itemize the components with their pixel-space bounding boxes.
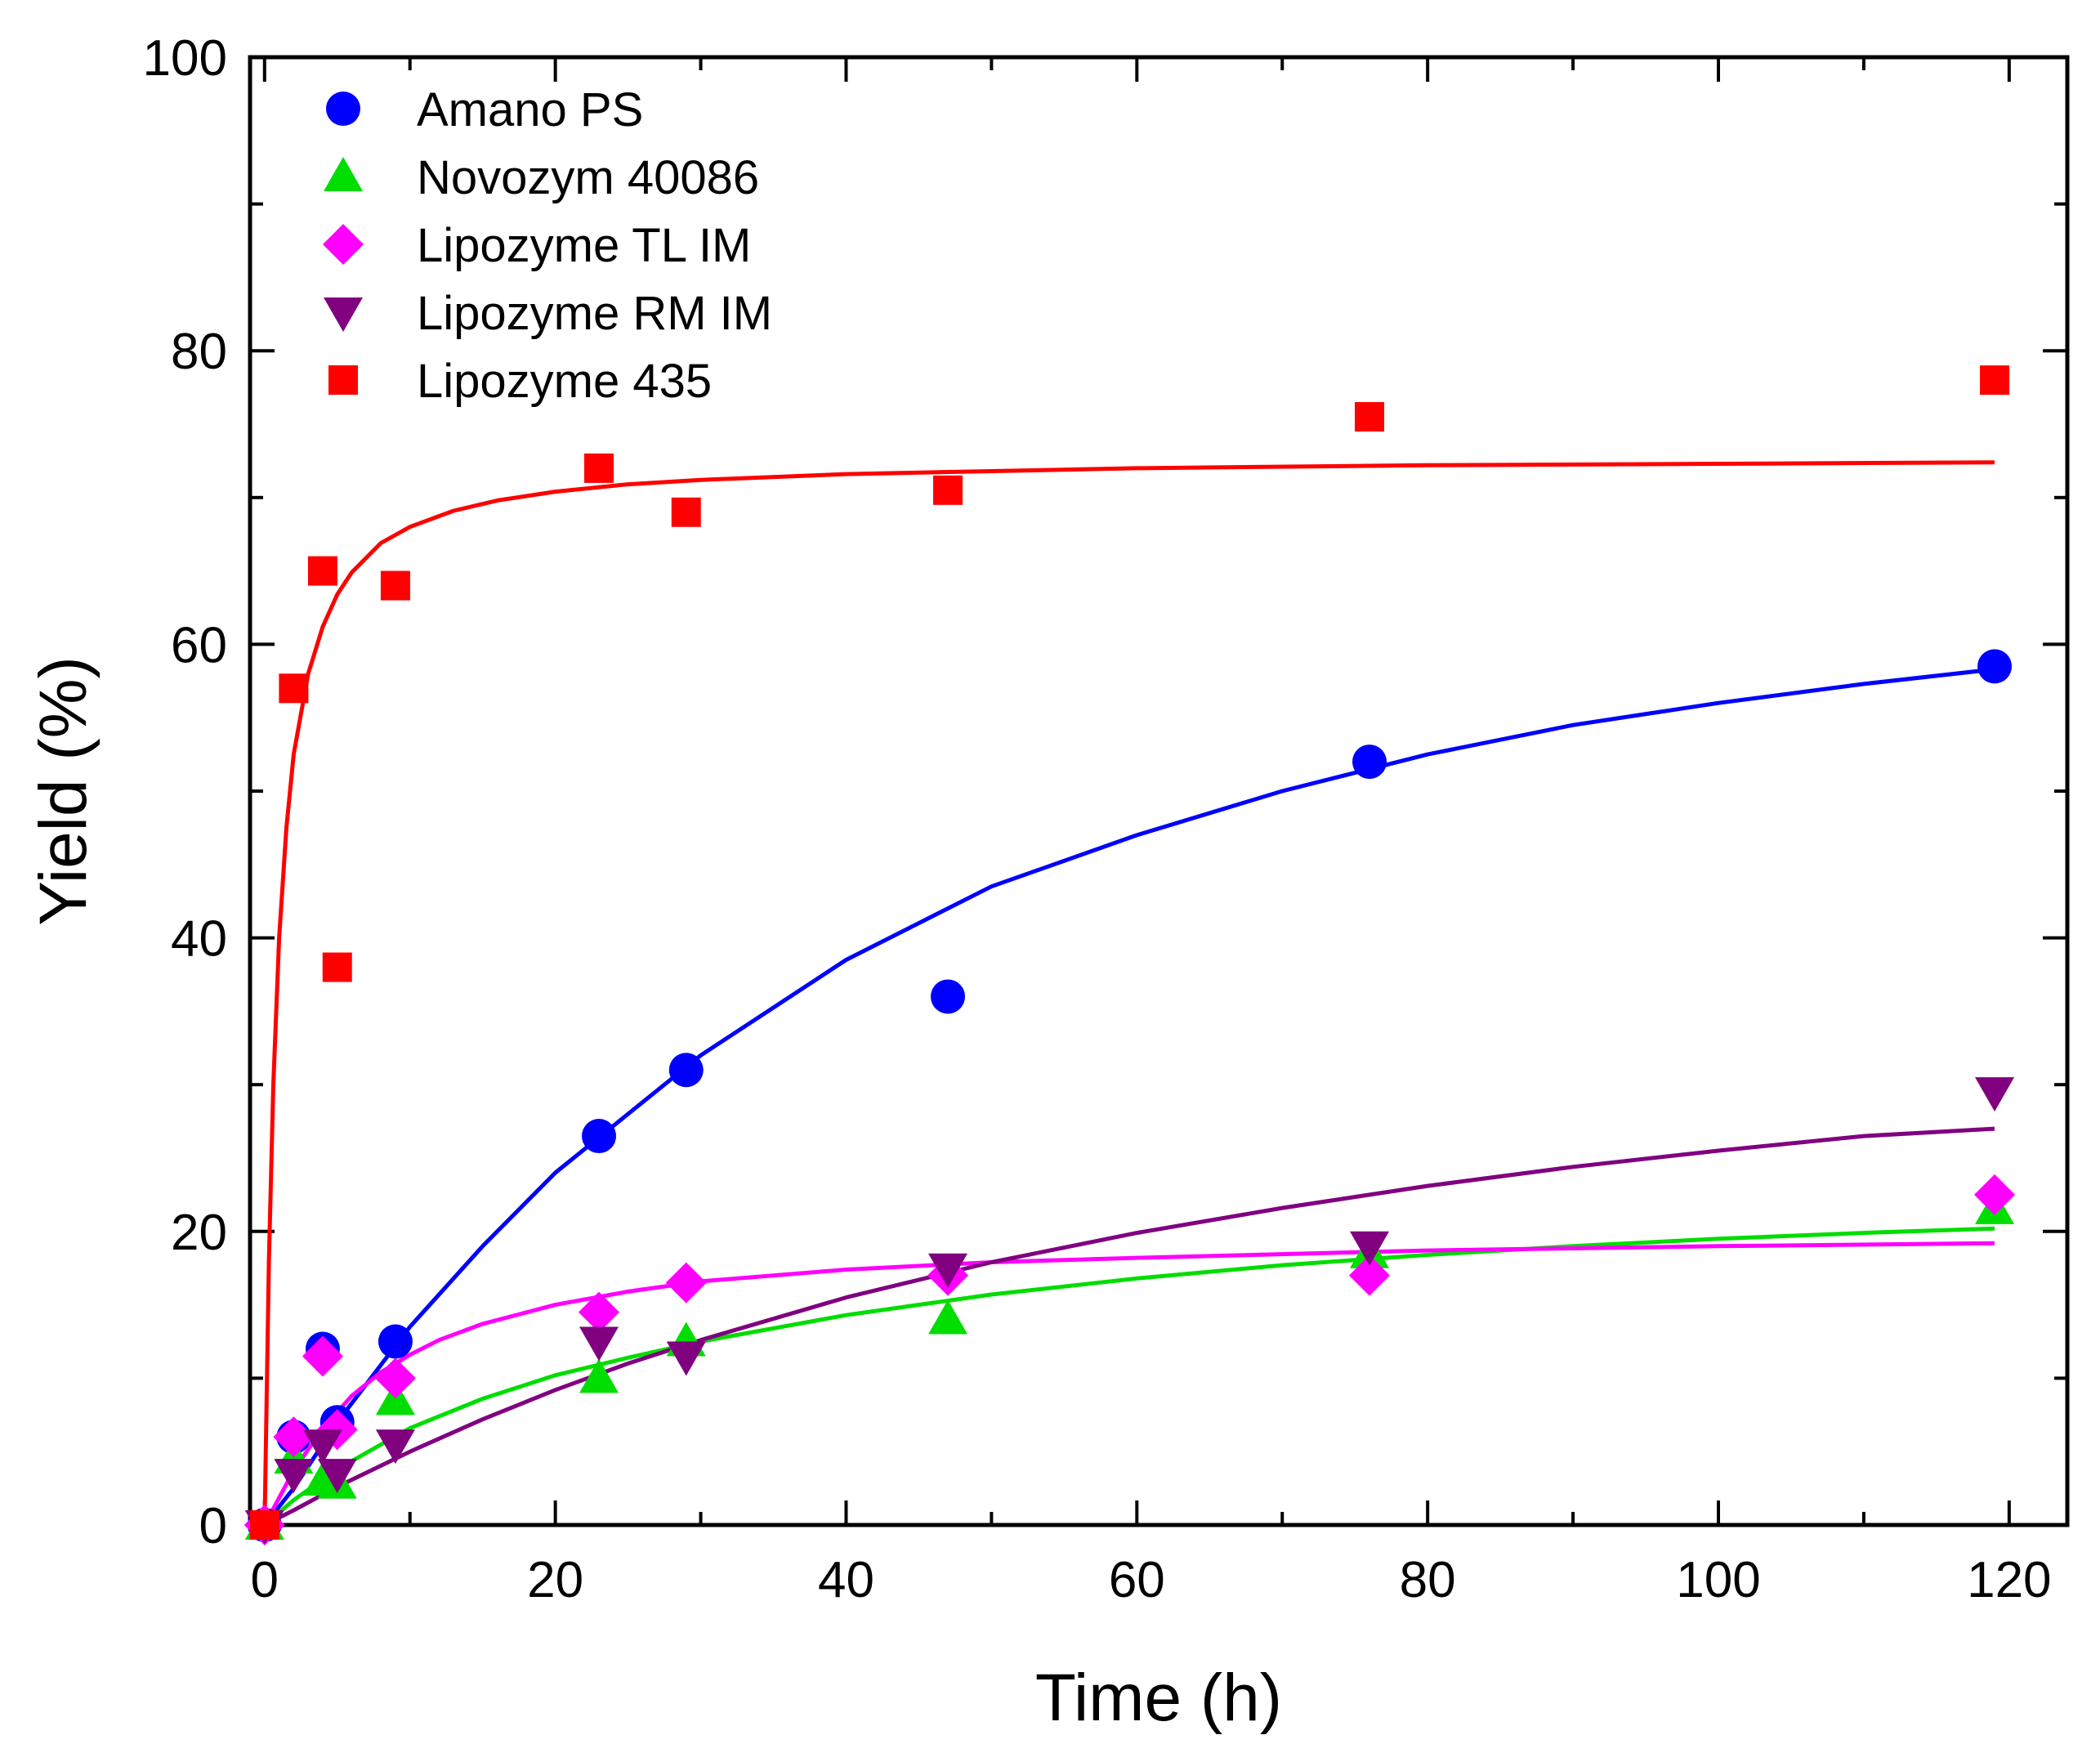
fit-curve-2 (263, 1226, 1995, 1527)
data-point-s3 (1974, 1174, 2016, 1215)
y-tick-label: 0 (199, 1498, 227, 1554)
data-point-s3 (302, 1335, 343, 1377)
legend-marker (323, 224, 364, 265)
x-tick-label: 100 (1676, 1552, 1760, 1608)
legend-marker (324, 297, 363, 332)
fit-curve-5 (262, 460, 1995, 1526)
legend-label: Lipozyme 435 (417, 355, 712, 408)
data-point-s3 (273, 1416, 315, 1458)
axes: 0 20 40 60 80 100 120 0 20 40 60 80 100 (143, 30, 2067, 1608)
data-point-s1 (931, 979, 966, 1014)
data-point-s4 (666, 1341, 706, 1376)
data-point-s1 (378, 1324, 413, 1359)
plot-frame (248, 55, 2070, 1527)
legend-marker (328, 365, 358, 395)
x-tick-label: 60 (1109, 1552, 1165, 1608)
legend-marker (324, 157, 363, 191)
data-point-s4 (1349, 1231, 1389, 1266)
y-tick-label: 80 (171, 324, 227, 380)
data-point-s4 (317, 1459, 357, 1494)
y-tick-label: 60 (171, 617, 227, 673)
data-point-s3 (665, 1262, 707, 1304)
data-point-s3 (374, 1357, 416, 1399)
y-tick-label: 100 (143, 30, 227, 87)
legend-marker (326, 92, 360, 126)
data-point-s1 (582, 1119, 617, 1154)
data-point-s3 (1348, 1254, 1390, 1296)
fit-curve-4 (263, 1126, 1995, 1527)
data-point-s4 (274, 1459, 314, 1494)
x-axis-title: Time (h) (1035, 1661, 1282, 1735)
data-point-s4 (1975, 1077, 2015, 1112)
data-point-s5 (380, 570, 410, 601)
fit-curve-1 (262, 667, 1995, 1527)
y-tick-label: 20 (171, 1205, 227, 1261)
data-point-s5 (307, 556, 337, 586)
data-point-s5 (322, 952, 352, 982)
data-point-s5 (671, 497, 701, 527)
x-tick-label: 80 (1400, 1552, 1456, 1608)
data-point-s5 (1354, 402, 1384, 432)
data-point-s2 (928, 1299, 968, 1335)
data-point-s4 (579, 1326, 619, 1362)
data-point-s5 (1980, 365, 2010, 396)
x-tick-label: 40 (818, 1552, 874, 1608)
data-point-s4 (302, 1429, 342, 1465)
data-point-s1 (668, 1053, 704, 1088)
y-axis-title: Yield (%) (26, 656, 101, 926)
legend-label: Novozym 40086 (417, 151, 759, 204)
x-tick-label: 0 (251, 1552, 279, 1608)
data-point-s5 (933, 475, 963, 505)
x-tick-label: 120 (1967, 1552, 2051, 1608)
data-point-s1 (1977, 649, 2013, 684)
data-markers (244, 365, 2016, 1545)
data-point-s5 (249, 1510, 279, 1540)
data-point-s1 (1352, 745, 1387, 780)
legend: Amano PS Novozym 40086 Lipozyme TL IM Lipoz… (323, 83, 772, 408)
x-tick-label: 20 (527, 1552, 583, 1608)
data-point-s3 (579, 1291, 620, 1333)
data-point-s4 (375, 1429, 415, 1465)
legend-label: Lipozyme TL IM (417, 219, 751, 272)
data-point-s5 (279, 673, 309, 704)
data-point-s5 (584, 453, 614, 483)
y-tick-label: 40 (171, 911, 227, 968)
legend-label: Lipozyme RM IM (417, 287, 772, 340)
data-point-s2 (579, 1358, 619, 1393)
legend-label: Amano PS (417, 83, 643, 136)
fit-curves (262, 460, 1995, 1527)
data-point-s4 (928, 1253, 968, 1288)
